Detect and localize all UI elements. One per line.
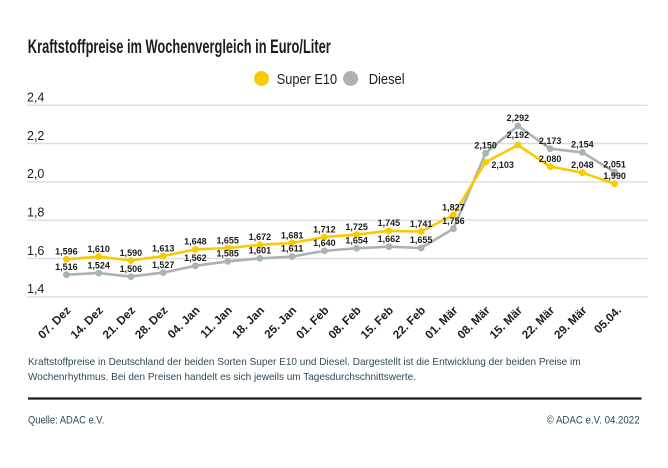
svg-text:Quelle: ADAC e.V.: Quelle: ADAC e.V. xyxy=(28,414,104,426)
svg-text:1,640: 1,640 xyxy=(313,237,336,248)
svg-text:1,681: 1,681 xyxy=(281,229,304,240)
svg-text:Kraftstoffpreise im Wochenverg: Kraftstoffpreise im Wochenvergleich in E… xyxy=(28,37,331,58)
svg-text:1,672: 1,672 xyxy=(249,231,272,242)
svg-text:1,506: 1,506 xyxy=(120,263,143,274)
svg-text:Super E10: Super E10 xyxy=(277,71,337,88)
svg-text:2,292: 2,292 xyxy=(507,112,530,123)
svg-text:2,4: 2,4 xyxy=(27,91,44,105)
svg-text:1,613: 1,613 xyxy=(152,242,175,253)
svg-text:Kraftstoffpreise in Deutschlan: Kraftstoffpreise in Deutschland der beid… xyxy=(28,357,581,368)
svg-text:Diesel: Diesel xyxy=(369,71,405,88)
svg-text:2,2: 2,2 xyxy=(27,129,44,143)
svg-text:1,590: 1,590 xyxy=(120,247,143,258)
svg-text:1,725: 1,725 xyxy=(345,221,368,232)
svg-text:1,662: 1,662 xyxy=(378,233,401,244)
svg-text:1,648: 1,648 xyxy=(184,236,207,247)
svg-text:1,585: 1,585 xyxy=(216,248,239,259)
svg-text:1,654: 1,654 xyxy=(345,234,368,245)
svg-text:Wochenrhythmus. Bei den Preise: Wochenrhythmus. Bei den Preisen handelt … xyxy=(28,372,416,383)
svg-text:1,745: 1,745 xyxy=(378,217,401,228)
svg-text:1,741: 1,741 xyxy=(410,218,433,229)
svg-text:1,610: 1,610 xyxy=(87,243,110,254)
svg-text:1,527: 1,527 xyxy=(152,259,175,270)
svg-text:1,712: 1,712 xyxy=(313,223,336,234)
svg-text:2,154: 2,154 xyxy=(571,139,594,150)
svg-text:1,562: 1,562 xyxy=(184,252,207,263)
svg-text:1,8: 1,8 xyxy=(27,206,44,220)
svg-text:1,655: 1,655 xyxy=(216,234,239,245)
svg-text:2,173: 2,173 xyxy=(539,135,562,146)
svg-text:1,655: 1,655 xyxy=(410,234,433,245)
svg-text:© ADAC e.V. 04.2022: © ADAC e.V. 04.2022 xyxy=(547,415,640,427)
svg-text:1,4: 1,4 xyxy=(27,282,44,296)
svg-text:1,596: 1,596 xyxy=(55,246,78,257)
svg-text:2,0: 2,0 xyxy=(27,167,44,181)
svg-text:2,103: 2,103 xyxy=(491,159,514,170)
svg-text:1,601: 1,601 xyxy=(249,245,272,256)
svg-text:2,051: 2,051 xyxy=(603,158,626,169)
svg-text:1,516: 1,516 xyxy=(55,261,78,272)
svg-text:1,6: 1,6 xyxy=(27,244,44,258)
svg-text:1,827: 1,827 xyxy=(442,201,465,212)
svg-text:2,150: 2,150 xyxy=(474,139,497,150)
svg-text:1,611: 1,611 xyxy=(281,243,304,254)
svg-text:1,990: 1,990 xyxy=(603,170,626,181)
svg-text:2,192: 2,192 xyxy=(507,129,530,140)
svg-text:1,756: 1,756 xyxy=(442,215,465,226)
svg-text:2,080: 2,080 xyxy=(539,153,562,164)
svg-text:2,048: 2,048 xyxy=(571,159,594,170)
svg-text:1,524: 1,524 xyxy=(87,259,110,270)
